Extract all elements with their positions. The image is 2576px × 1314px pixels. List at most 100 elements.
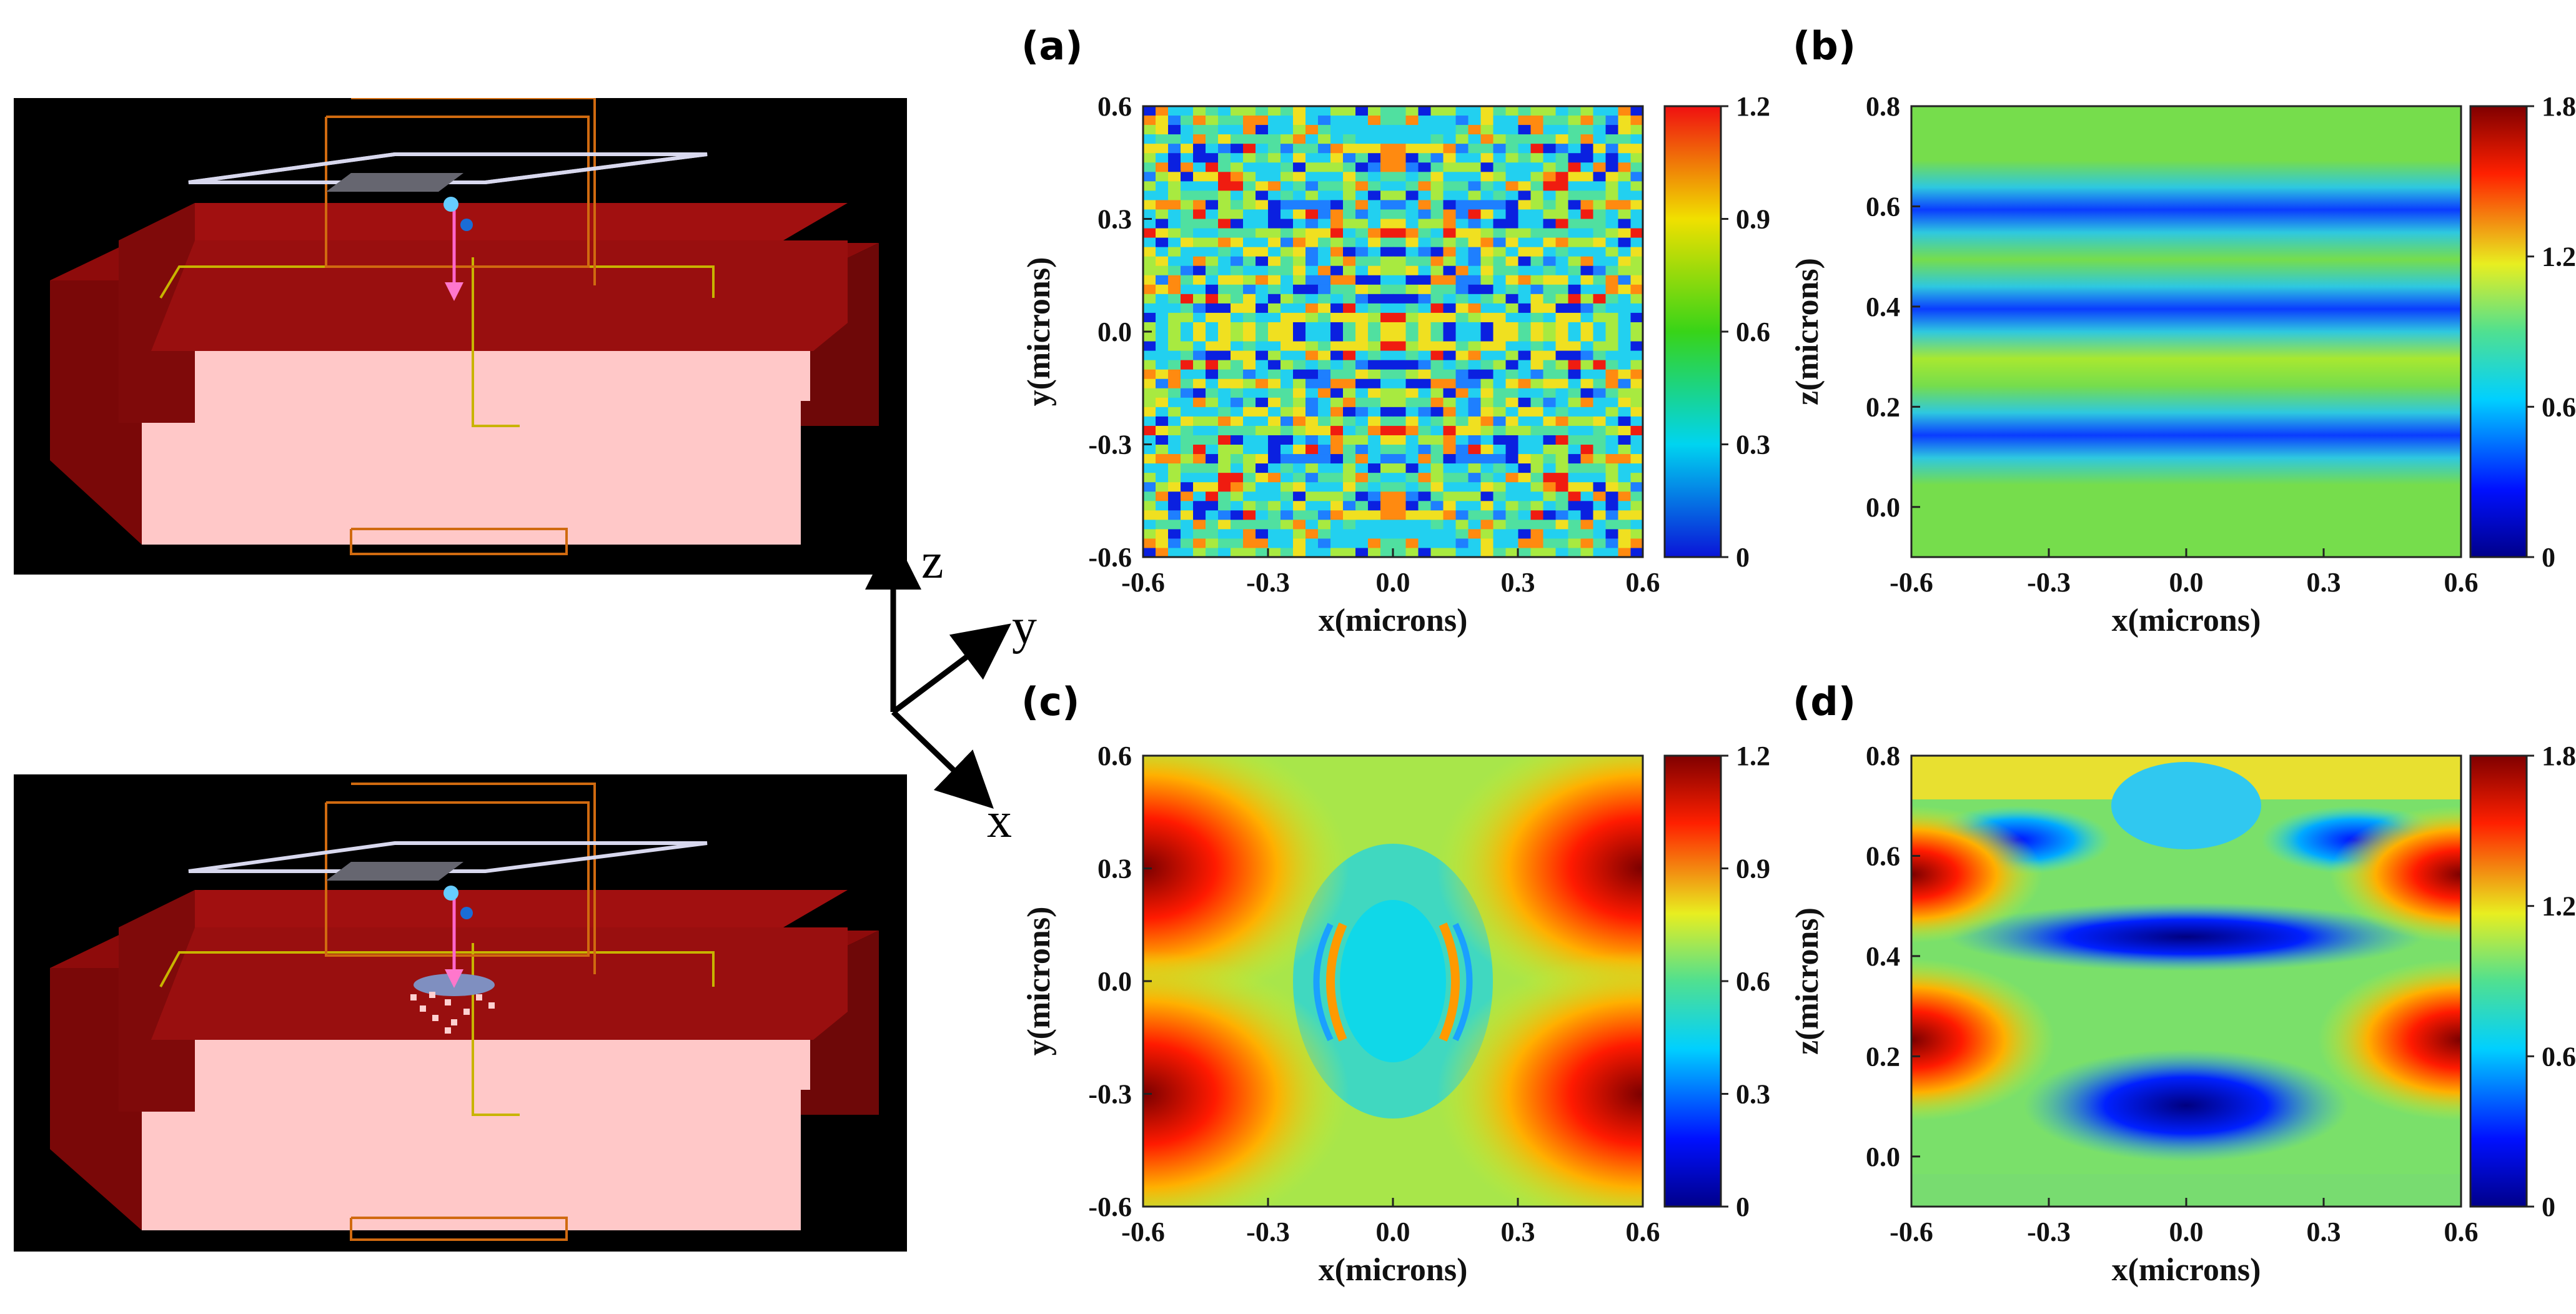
speckle-cell [1231, 172, 1244, 182]
speckle-cell [1168, 500, 1181, 511]
speckle-cell [1443, 153, 1456, 163]
speckle-cell [1543, 350, 1556, 360]
speckle-cell [1355, 200, 1369, 210]
colorbar-a-tick-label: 1.2 [1736, 91, 1770, 122]
speckle-cell [1231, 360, 1244, 370]
fdtd-region-box-bottom [350, 1217, 568, 1241]
speckle-cell [1368, 219, 1381, 229]
speckle-cell [1243, 219, 1256, 229]
speckle-cell [1268, 332, 1281, 342]
speckle-cell [1256, 256, 1269, 267]
speckle-cell [1580, 397, 1593, 407]
speckle-cell [1468, 482, 1481, 492]
speckle-cell [1418, 472, 1431, 483]
speckle-cell [1380, 435, 1394, 445]
speckle-cell [1168, 510, 1181, 520]
speckle-cell [1393, 322, 1406, 332]
speckle-cell [1330, 482, 1344, 492]
speckle-cell [1218, 237, 1231, 248]
speckle-cell [1593, 237, 1606, 248]
speckle-cell [1443, 247, 1456, 257]
speckle-cell [1256, 237, 1269, 248]
speckle-cell [1455, 360, 1469, 370]
speckle-cell [1206, 528, 1219, 539]
speckle-cell [1281, 341, 1294, 351]
speckle-cell [1293, 444, 1306, 455]
speckle-cell [1505, 294, 1518, 304]
speckle-cell [1305, 256, 1319, 267]
speckle-cell [1355, 360, 1369, 370]
speckle-cell [1455, 284, 1469, 295]
speckle-cell [1193, 547, 1206, 557]
speckle-cell [1293, 237, 1306, 248]
speckle-cell [1393, 265, 1406, 276]
speckle-cell [1568, 453, 1581, 464]
speckle-cell [1193, 519, 1206, 530]
speckle-cell [1568, 378, 1581, 388]
speckle-cell [1630, 397, 1643, 407]
speckle-cell [1256, 435, 1269, 445]
speckle-cell [1256, 275, 1269, 285]
speckle-cell [1256, 303, 1269, 314]
speckle-cell [1243, 256, 1256, 267]
plot-d-xlabel: x(microns) [2112, 1252, 2261, 1288]
speckle-cell [1281, 472, 1294, 483]
speckle-cell [1355, 134, 1369, 144]
speckle-cell [1418, 247, 1431, 257]
speckle-cell [1618, 547, 1631, 557]
speckle-cell [1206, 332, 1219, 342]
speckle-cell [1168, 237, 1181, 248]
speckle-cell [1355, 125, 1369, 135]
speckle-cell [1605, 303, 1618, 314]
plot-d-xtick-label: 0.0 [2169, 1217, 2204, 1247]
speckle-cell [1293, 397, 1306, 407]
speckle-cell [1305, 125, 1319, 135]
speckle-cell [1181, 538, 1194, 548]
speckle-cell [1393, 247, 1406, 257]
speckle-cell [1468, 322, 1481, 332]
speckle-cell [1355, 369, 1369, 379]
speckle-cell [1593, 341, 1606, 351]
speckle-cell [1343, 322, 1356, 332]
speckle-cell [1518, 284, 1531, 295]
speckle-cell [1443, 538, 1456, 548]
speckle-cell [1355, 463, 1369, 473]
speckle-cell [1505, 200, 1518, 210]
speckle-cell [1530, 453, 1543, 464]
speckle-cell [1231, 491, 1244, 501]
speckle-cell [1143, 256, 1156, 267]
speckle-cell [1505, 463, 1518, 473]
speckle-cell [1268, 407, 1281, 417]
speckle-cell [1530, 425, 1543, 435]
speckle-cell [1218, 482, 1231, 492]
speckle-cell [1480, 388, 1494, 398]
speckle-cell [1143, 482, 1156, 492]
speckle-cell [1218, 162, 1231, 172]
plot-b-ytick-label: 0.6 [1866, 191, 1900, 222]
layer-left-face [119, 890, 195, 1112]
speckle-cell [1143, 463, 1156, 473]
speckle-cell [1618, 106, 1631, 116]
speckle-cell [1231, 256, 1244, 267]
speckle-cell [1580, 144, 1593, 154]
speckle-cell [1368, 153, 1381, 163]
speckle-cell [1305, 275, 1319, 285]
speckle-cell [1330, 181, 1344, 191]
speckle-cell [1593, 463, 1606, 473]
speckle-cell [1268, 219, 1281, 229]
speckle-cell [1418, 284, 1431, 295]
speckle-cell [1193, 106, 1206, 116]
speckle-cell [1418, 388, 1431, 398]
speckle-cell [1218, 350, 1231, 360]
speckle-cell [1555, 275, 1568, 285]
speckle-cell [1480, 190, 1494, 200]
speckle-cell [1231, 322, 1244, 332]
plot-b-xlabel: x(microns) [2112, 603, 2261, 638]
speckle-cell [1193, 388, 1206, 398]
speckle-cell [1443, 219, 1456, 229]
speckle-cell [1405, 369, 1419, 379]
speckle-cell [1380, 350, 1394, 360]
speckle-cell [1430, 453, 1444, 464]
speckle-cell [1618, 228, 1631, 239]
speckle-cell [1468, 219, 1481, 229]
